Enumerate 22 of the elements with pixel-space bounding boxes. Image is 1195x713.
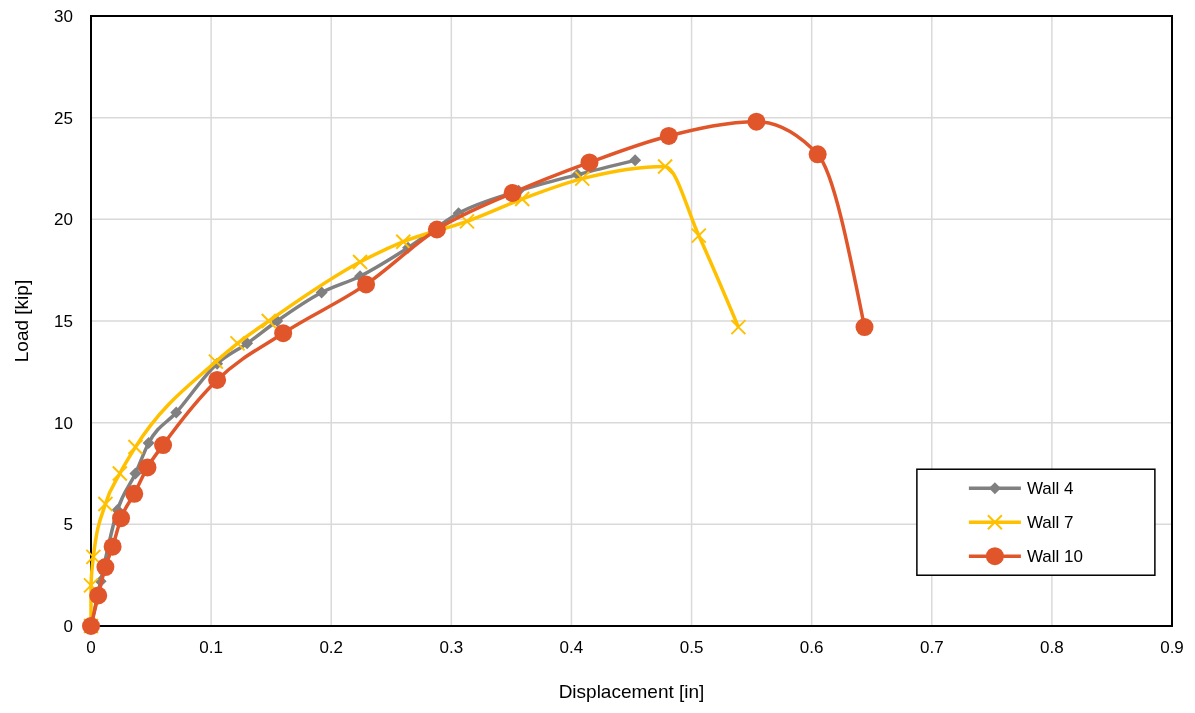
- legend-label: Wall 10: [1026, 547, 1083, 567]
- x-tick-label: 0.4: [559, 638, 584, 657]
- x-tick-label: 0: [86, 638, 96, 657]
- y-tick-label: 5: [63, 515, 73, 535]
- y-axis-title: Load [kip]: [11, 279, 32, 363]
- y-tick-label: 30: [54, 7, 73, 26]
- legend-label: Wall 7: [1026, 513, 1074, 533]
- x-tick-label: 0.8: [1040, 638, 1064, 657]
- x-tick-label: 0.2: [319, 638, 344, 657]
- y-tick-label: 15: [54, 312, 73, 331]
- legend-label: Wall 4: [1026, 479, 1074, 499]
- x-tick-label: 0.9: [1160, 638, 1184, 657]
- x-tick-label: 0.1: [199, 638, 223, 657]
- x-tick-label: 0.6: [799, 638, 824, 657]
- y-tick-label: 20: [54, 210, 73, 230]
- x-axis-title: Displacement [in]: [558, 681, 705, 702]
- x-tick-label: 0.3: [439, 638, 464, 657]
- y-tick-label: 0: [63, 617, 73, 636]
- x-tick-label: 0.5: [679, 638, 704, 657]
- x-tick-label: 0.7: [919, 638, 944, 657]
- y-tick-label: 25: [54, 108, 73, 128]
- y-tick-label: 10: [54, 413, 73, 433]
